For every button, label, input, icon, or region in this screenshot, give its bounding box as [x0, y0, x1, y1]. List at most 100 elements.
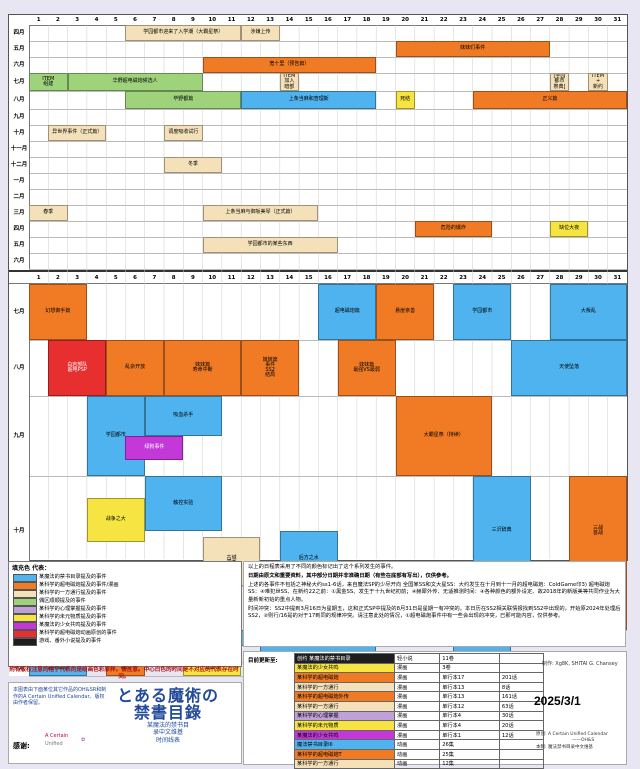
- status-cell: 动画: [393, 758, 441, 769]
- day-header-28: 28: [555, 17, 564, 23]
- event-e33[interactable]: 乱杂开放: [106, 340, 165, 396]
- day-header2-1: 1: [36, 275, 41, 281]
- status-cell: 漫画: [393, 720, 441, 731]
- legend-item: 某科学的一方通行提及的事件: [9, 589, 241, 598]
- legend-swatch: [13, 574, 37, 582]
- day-header-1: 1: [36, 17, 41, 23]
- day-header-9: 9: [191, 17, 195, 23]
- status-cell: 动画: [393, 748, 441, 760]
- event-e37[interactable]: 大霸星祭（持续）: [395, 396, 492, 476]
- event-e27[interactable]: 春季: [29, 205, 68, 221]
- series-title-block: とある魔術の 禁書目錄 某魔法的禁书目 录中文维基 时间线表: [108, 686, 228, 758]
- logo-b-icon: Unified: [45, 741, 63, 747]
- footnote-2: ——OH&S: [572, 738, 595, 744]
- status-cell: 单行本4: [439, 720, 500, 731]
- event-e48[interactable]: 悬崖亲善: [376, 284, 435, 340]
- event-e18[interactable]: 上条当麻和查理斯: [241, 91, 377, 109]
- footnote-3: 本制: 魔法禁书目录中文维基: [536, 744, 593, 750]
- day-header2-11: 11: [227, 275, 236, 281]
- event-e9[interactable]: 异世界事件（正式篇）: [48, 125, 107, 141]
- event-e21[interactable]: 正义篇: [472, 91, 627, 109]
- event-e24[interactable]: 上条当麻与御坂美琴（正式篇）: [202, 205, 319, 221]
- month-row-top-0: [29, 25, 627, 42]
- event-e36[interactable]: 妹妹篇 最强VS最弱: [337, 340, 396, 396]
- day-header2-19: 19: [382, 275, 390, 281]
- footnote: 原创: A Certain Unified Calendar ——OH&S 本制…: [536, 732, 608, 751]
- status-cell: 25集: [439, 748, 500, 760]
- calendar-grid: 1 2 3 4 5 6 7 8 9 10 11 12 13 14 15 16 17 18 19 20 21 22 23 24 2…: [8, 14, 628, 677]
- legend-swatch: [13, 630, 37, 638]
- status-cell: 创约 某魔法的禁书目录: [294, 653, 395, 664]
- day-header-6: 6: [133, 17, 137, 23]
- day-header2-27: 27: [536, 275, 545, 281]
- legend-label: 某魔法的禁书目录提及的事件: [39, 574, 107, 580]
- promo-panel: 本图表由下面某位其它作品的OH&SR和制作的A Certain Unified …: [8, 682, 242, 764]
- day-header-11: 11: [227, 17, 236, 23]
- month-row-top-14: [29, 253, 627, 270]
- legend-label: 某科学的超电磁炮动画原创的事件: [39, 630, 117, 636]
- event-e4[interactable]: 宽十里（预告篇）: [202, 57, 377, 73]
- event-e12[interactable]: ITEM加入 暗部: [279, 73, 300, 91]
- series-title: とある魔術の 禁書目錄: [116, 686, 219, 722]
- status-cell: 30话: [498, 710, 545, 722]
- month-label-top-0: 四月: [9, 25, 30, 41]
- subtitle-1: 某魔法的禁书目: [146, 721, 189, 729]
- day-header-14: 14: [285, 17, 294, 23]
- event-e13[interactable]: 触控实验: [144, 476, 222, 531]
- event-e5[interactable]: 缺位大夜: [549, 221, 589, 237]
- day-header-row-2: 1 2 3 4 5 6 7 8 9 10 11 12 13 14 15 16 17 18 19 20 21 22 23 24 2…: [9, 273, 627, 284]
- event-e29[interactable]: 吸血杀手: [144, 396, 222, 436]
- event-e6[interactable]: 战争之大: [86, 498, 145, 542]
- day-header-13: 13: [266, 17, 274, 23]
- day-header2-9: 9: [191, 275, 195, 281]
- event-e16[interactable]: ITEM + 新约: [588, 73, 608, 91]
- day-header2-13: 13: [266, 275, 274, 281]
- status-cell: 单行本4: [439, 710, 500, 722]
- event-e1[interactable]: 学园都市迎来了入学潮（大霸星祭）: [125, 25, 242, 41]
- event-e35[interactable]: 妹妹篇 事件 SS2 结局: [241, 340, 300, 396]
- event-e2[interactable]: 涉嫌上传: [241, 25, 280, 41]
- event-e30[interactable]: 天使坠落: [511, 340, 627, 396]
- copyright-warning: 附有版权注意的格子代表的是绘画色彩原样。请注意。中心白色的时间是不对应的代表存在…: [9, 667, 239, 680]
- day-header2-31: 31: [613, 275, 622, 281]
- event-e26[interactable]: 冬季: [164, 157, 222, 173]
- status-cell: 8话: [498, 681, 545, 693]
- day-header-24: 24: [478, 17, 487, 23]
- month-label-top-4: 八月: [9, 91, 30, 109]
- status-row: 某科学的一方通行 漫画 单行本12 63话: [294, 700, 545, 712]
- day-header-29: 29: [574, 17, 583, 23]
- status-row: 某魔法的少女共鸣 漫画 3卷: [294, 662, 545, 674]
- block-separator: [9, 270, 627, 272]
- update-status-panel: 目前更新至: 创约 某魔法的禁书目录 轻小说 11卷 某魔法的少女共鸣 漫画 3卷 某科学的…: [243, 651, 627, 769]
- event-e15[interactable]: [学园都市 祭典]: [549, 73, 570, 91]
- status-cell: 漫画: [393, 681, 441, 693]
- event-e10[interactable]: 华野超电磁炮候选人: [67, 73, 203, 91]
- event-e17[interactable]: 毕野都篇: [125, 91, 242, 109]
- event-e32[interactable]: 白岩部队 超电PSP: [48, 340, 107, 396]
- event-e8[interactable]: 学园都市的某些东西: [202, 237, 338, 253]
- day-header2-4: 4: [94, 275, 99, 281]
- event-e22[interactable]: 幻想御手篇: [29, 284, 87, 340]
- event-e3[interactable]: 妹妹们事件: [395, 41, 550, 57]
- status-cell: 漫画: [393, 729, 441, 741]
- day-header2-8: 8: [171, 275, 176, 281]
- month-row-bottom-2: [29, 396, 627, 477]
- legend-item: 某科学的心理掌握提及的事件: [9, 605, 241, 614]
- event-e7[interactable]: ITEM 组建: [29, 73, 68, 91]
- month-row-top-6: [29, 125, 627, 142]
- day-header-20: 20: [401, 17, 409, 23]
- event-e11[interactable]: 绿狗事件: [125, 436, 184, 460]
- color-legend: 填充色 代表： 某魔法的禁书目录提及的事件 某科学的超电磁炮提及的事件/漫画 某科学…: [8, 561, 242, 667]
- status-row: 某魔法的少女共鸣 漫画 单行本1 12话: [294, 729, 545, 741]
- event-e25[interactable]: 调度吸收试行: [164, 125, 203, 141]
- event-e20[interactable]: 死结: [395, 91, 415, 109]
- event-e47[interactable]: 大叛乱: [549, 284, 627, 340]
- event-e14[interactable]: 学园都市: [453, 284, 512, 340]
- event-e34[interactable]: 妹妹篇 寿命中断: [164, 340, 242, 396]
- event-e23[interactable]: 超电磁炮篇: [318, 284, 377, 340]
- event-e19[interactable]: 危险的爆炸: [414, 221, 492, 237]
- update-date: 2025/3/1: [534, 694, 581, 708]
- subtitle-3: 时间线表: [155, 737, 180, 745]
- day-header-15: 15: [304, 17, 313, 23]
- status-row: 某科学的一方通行 动画 12集: [294, 758, 545, 769]
